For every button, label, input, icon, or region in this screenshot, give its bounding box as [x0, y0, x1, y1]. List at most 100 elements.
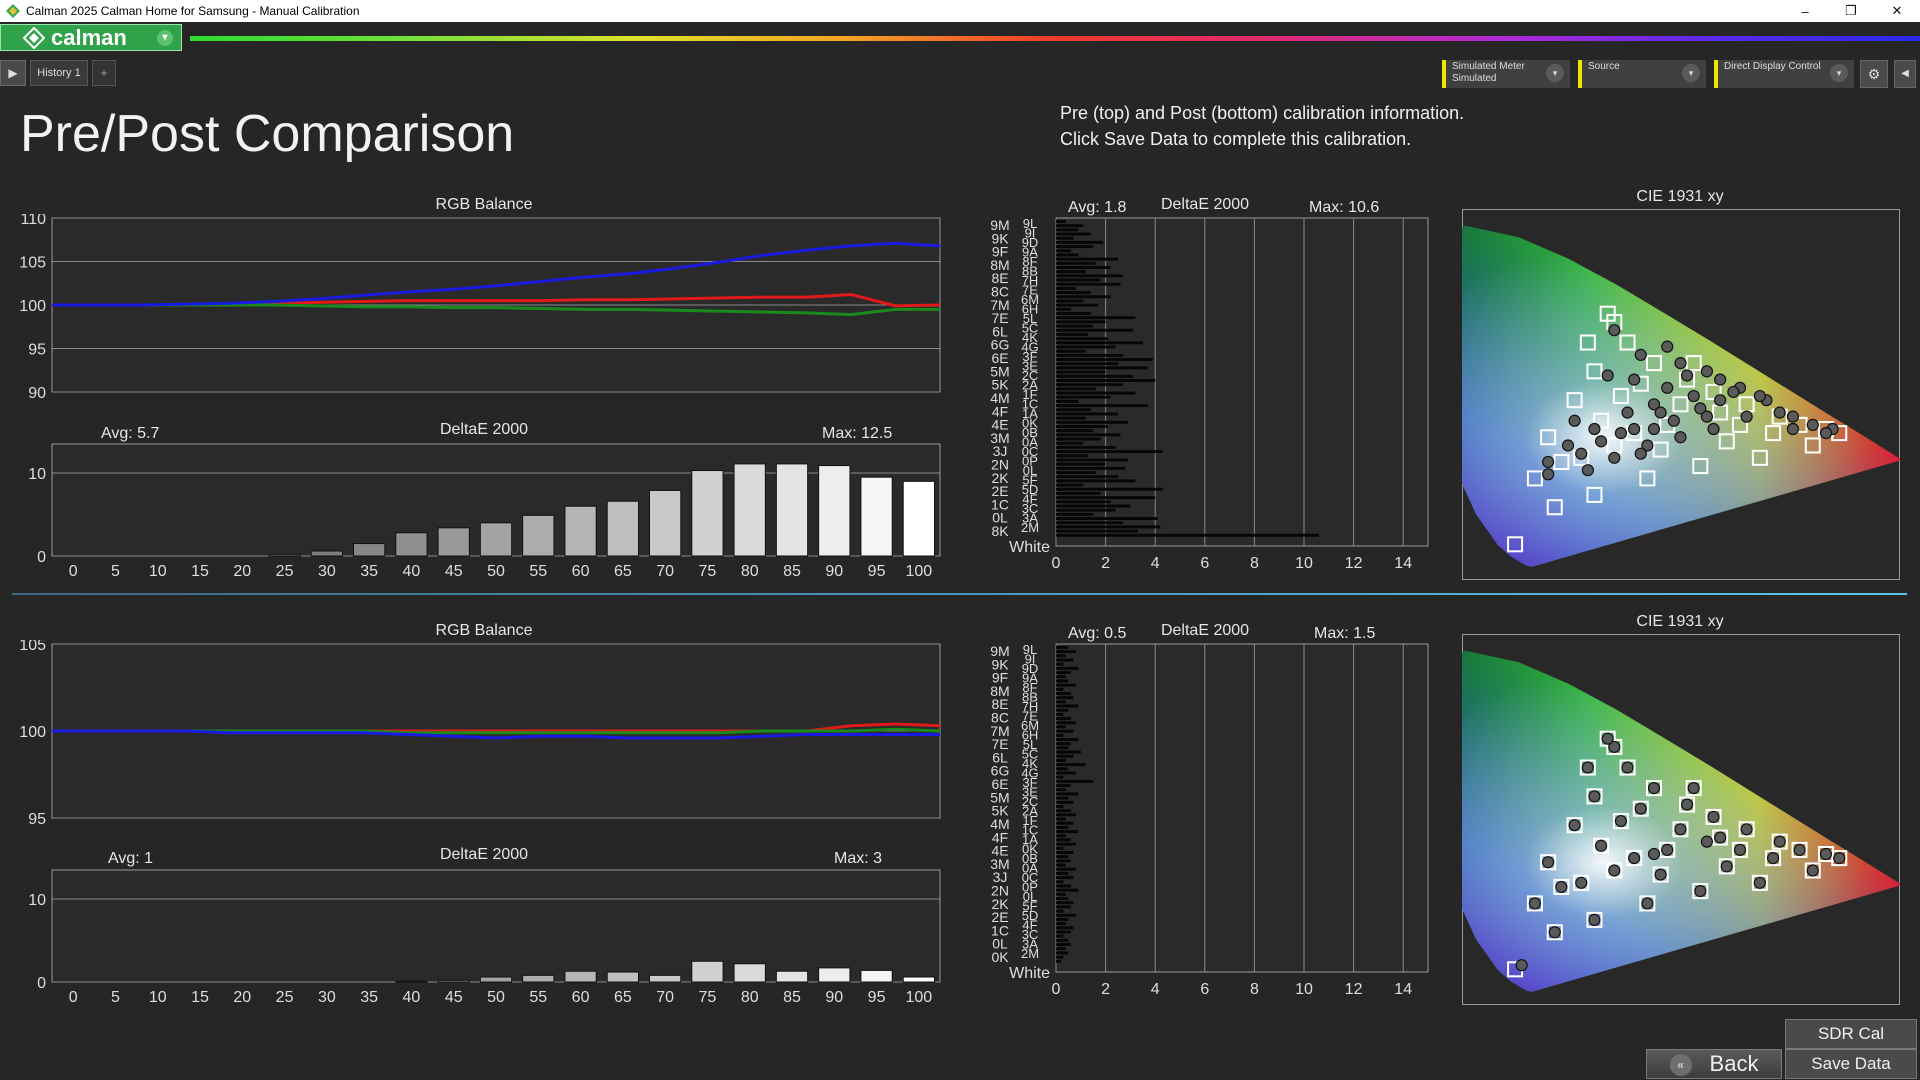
deltae-bar	[1056, 450, 1163, 454]
deltae-bar	[1056, 303, 1099, 307]
measured-point	[1628, 852, 1641, 865]
target-marker	[1771, 833, 1788, 850]
calman-logo-icon	[23, 26, 45, 49]
restore-button[interactable]: ❐	[1845, 3, 1857, 18]
deltae-bar	[1056, 299, 1084, 303]
y-tick-label: 100	[19, 724, 46, 741]
meter-selector[interactable]: Simulated Meter Simulated ▾	[1442, 60, 1570, 88]
deltae-bar	[1056, 408, 1091, 412]
measured-point	[1621, 761, 1634, 774]
measured-point	[1786, 422, 1800, 436]
deltae-bar	[860, 476, 893, 557]
color-row-label: 3A	[1022, 511, 1038, 526]
x-tick-label: 95	[868, 989, 886, 1006]
deltae-bar	[1056, 671, 1071, 675]
gear-icon[interactable]: ⚙	[1860, 60, 1888, 88]
deltae-bar	[1056, 813, 1076, 817]
deltae-bar	[1056, 425, 1109, 428]
x-tick-label: 85	[783, 563, 801, 580]
chevron-down-icon: ▾	[1682, 64, 1700, 82]
deltae-bar	[648, 489, 682, 557]
measured-point	[1542, 468, 1555, 481]
save-data-button[interactable]: Save Data	[1785, 1049, 1917, 1079]
post-cie-chart	[1462, 634, 1900, 1005]
x-tick-label: 12	[1345, 555, 1363, 572]
calman-menu-button[interactable]: calman ▾	[0, 24, 182, 51]
color-row-label: 0B	[1022, 425, 1038, 440]
deltae-bar	[1056, 312, 1091, 315]
deltae-bar	[1056, 817, 1066, 821]
color-row-label: 6G	[991, 763, 1010, 779]
color-row-label: 9I	[1025, 652, 1036, 667]
deltae-bar	[1056, 733, 1064, 737]
x-tick-label: 2	[1101, 981, 1110, 998]
deltae-bar	[606, 500, 640, 557]
pre-grayscale-avg: Avg: 5.7	[101, 425, 160, 442]
tab-history-1[interactable]: History 1	[30, 60, 88, 86]
deltae-bar	[1056, 767, 1069, 771]
x-tick-label: 0	[1052, 981, 1061, 998]
measured-point	[1819, 847, 1833, 861]
deltae-bar	[1056, 692, 1071, 695]
deltae-bar	[1056, 320, 1106, 324]
add-tab-button[interactable]: +	[92, 60, 116, 86]
close-button[interactable]: ✕	[1891, 3, 1903, 18]
info-line-2: Click Save Data to complete this calibra…	[1060, 129, 1412, 149]
measured-point	[1674, 357, 1687, 370]
x-tick-label: 14	[1394, 555, 1412, 572]
color-row-label: 0L	[1023, 463, 1037, 478]
source-selector[interactable]: Source ▾	[1578, 60, 1706, 88]
deltae-bar	[1056, 934, 1064, 938]
collapse-icon[interactable]: ◀	[1894, 60, 1916, 88]
deltae-bar	[902, 480, 936, 557]
post-rgb-title: RGB Balance	[435, 622, 533, 639]
pre-rgb-balance-chart: 110 105 100 95 90	[19, 214, 941, 402]
chevron-down-icon[interactable]: ▾	[157, 30, 173, 46]
color-row-label: 4M	[990, 390, 1009, 406]
x-tick-label: 20	[233, 563, 251, 580]
spectral-locus-white	[1462, 225, 1900, 567]
tab-bar: ▶ History 1 + Simulated Meter Simulated …	[0, 60, 1920, 90]
x-tick-label: 95	[868, 563, 886, 580]
target-marker	[1586, 788, 1603, 805]
meter-sublabel: Simulated	[1452, 73, 1497, 84]
x-tick-label: 75	[699, 563, 717, 580]
deltae-bar	[1056, 353, 1123, 357]
color-row-label: 4K	[1022, 756, 1038, 771]
deltae-bar	[1056, 487, 1163, 491]
measured-point	[1561, 439, 1575, 452]
target-marker	[1685, 780, 1702, 797]
target-marker	[1586, 911, 1603, 928]
measured-point	[1727, 385, 1740, 399]
measured-point	[1568, 819, 1581, 832]
deltae-bar	[1056, 750, 1081, 754]
deltae-bar	[1056, 224, 1084, 228]
x-tick-label: 45	[445, 563, 463, 580]
color-row-label: 0K	[1022, 416, 1038, 431]
deltae-bar	[1056, 370, 1106, 374]
x-tick-label: 90	[825, 563, 843, 580]
color-row-label: 9K	[991, 656, 1009, 672]
deltae-bar	[1056, 349, 1086, 353]
measured-point	[1634, 447, 1647, 460]
post-color-avg: Avg: 0.5	[1068, 625, 1127, 642]
blue-series-line	[52, 241, 941, 307]
color-row-label: 5F	[1022, 899, 1037, 914]
x-tick-label: 10	[149, 563, 167, 580]
deltae-bar	[1056, 754, 1074, 758]
section-divider	[12, 593, 1907, 595]
target-marker	[1765, 425, 1782, 442]
color-row-label: 9D	[1022, 661, 1039, 676]
display-control-selector[interactable]: Direct Display Control ▾	[1714, 60, 1854, 88]
deltae-bar	[1056, 220, 1066, 223]
sdr-cal-button[interactable]: SDR Cal	[1785, 1019, 1917, 1049]
measured-point	[1766, 852, 1780, 865]
deltae-bar	[1056, 324, 1094, 328]
x-tick-label: 85	[783, 989, 801, 1006]
back-button[interactable]: « Back	[1646, 1049, 1782, 1079]
color-row-label: 4G	[1021, 766, 1038, 781]
x-tick-label: 100	[906, 563, 933, 580]
minimize-button[interactable]: –	[1801, 3, 1809, 19]
white-row-label: White	[1009, 965, 1050, 982]
play-icon[interactable]: ▶	[0, 60, 26, 86]
